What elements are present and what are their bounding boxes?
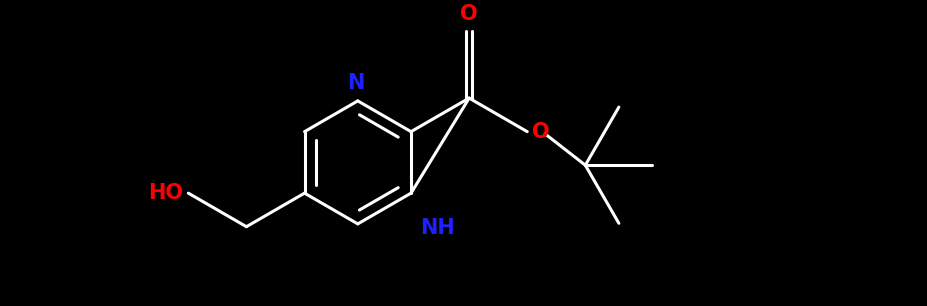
- Text: O: O: [531, 122, 549, 142]
- Text: HO: HO: [147, 183, 183, 203]
- Text: O: O: [460, 4, 477, 24]
- Text: NH: NH: [420, 218, 454, 238]
- Text: N: N: [347, 73, 363, 93]
